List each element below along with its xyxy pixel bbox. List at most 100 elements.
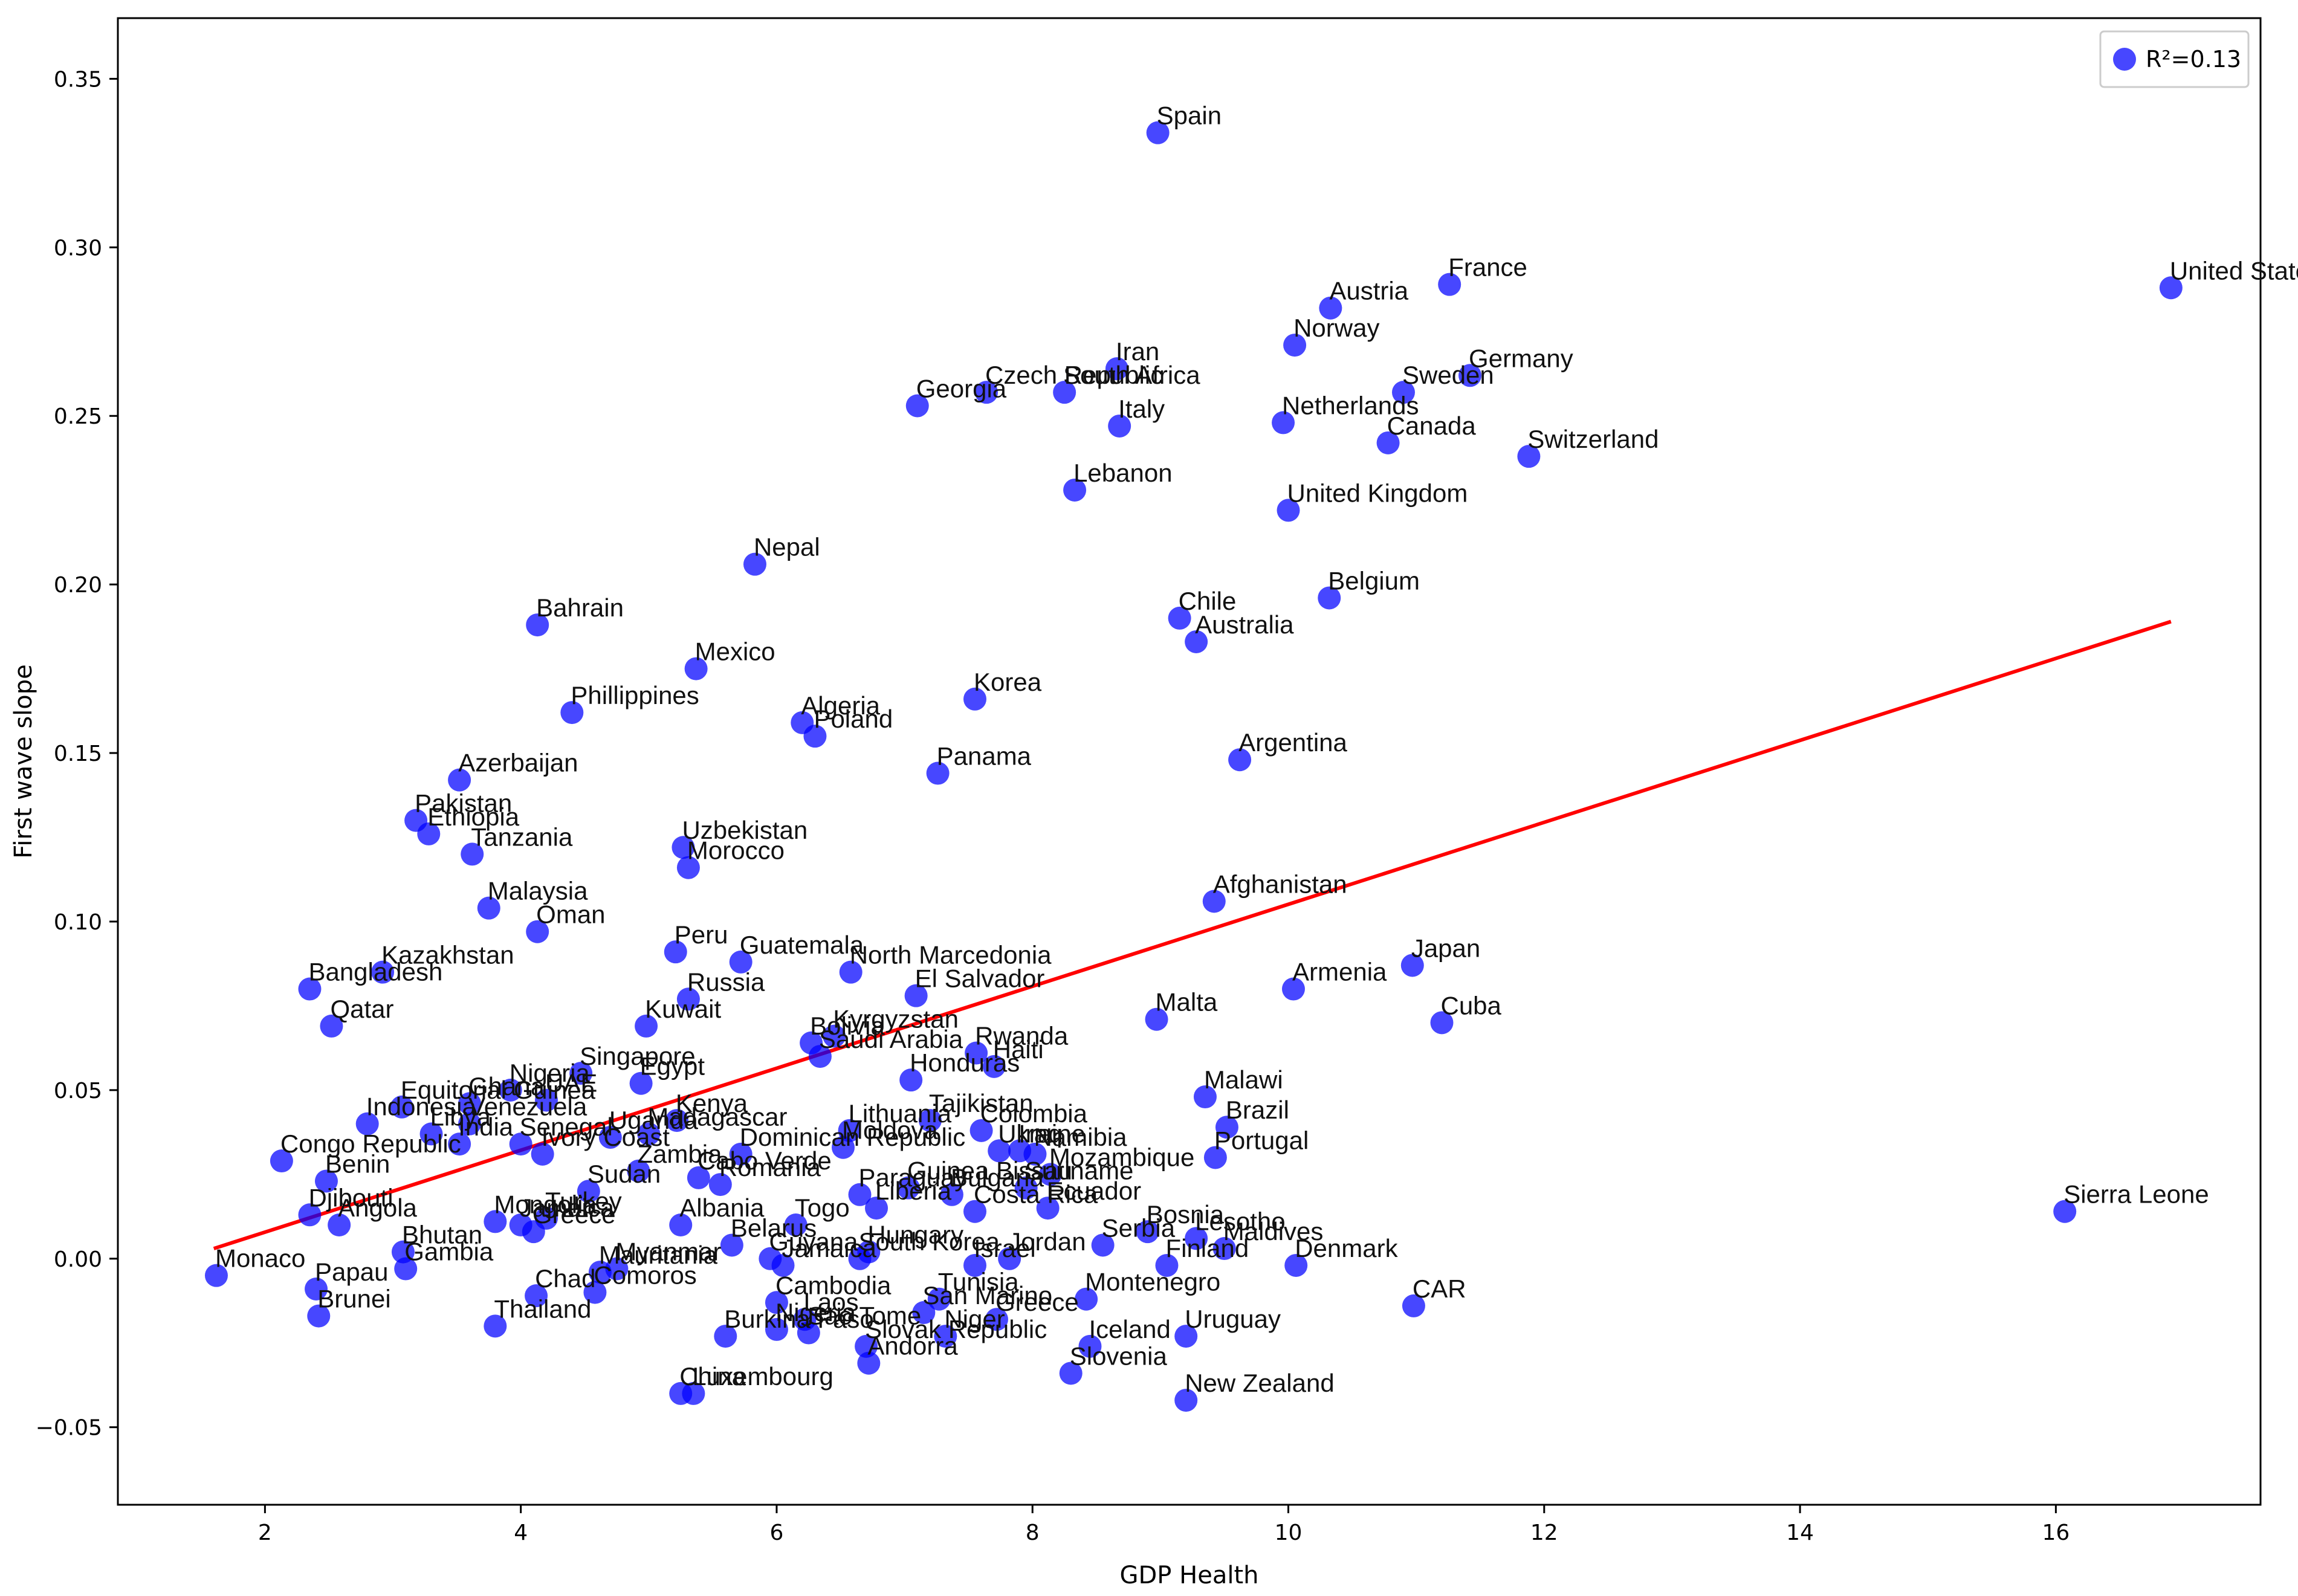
point-label: Czech Republic xyxy=(985,361,1163,389)
point-label: Jamaica xyxy=(520,1194,615,1222)
point-label: Sao Tome xyxy=(808,1302,921,1330)
x-axis-label: GDP Health xyxy=(1120,1562,1259,1589)
point-label: Bosnia xyxy=(1147,1200,1225,1229)
data-point xyxy=(2159,276,2183,300)
point-label: Nepal xyxy=(754,533,820,561)
data-point xyxy=(560,701,584,725)
data-point xyxy=(918,1109,942,1132)
point-labels-layer: Spain United States France Austria Norway Ger… xyxy=(215,102,2298,1397)
point-label: Togo xyxy=(795,1194,850,1222)
y-tick-label: 0.00 xyxy=(54,1247,102,1272)
data-point xyxy=(839,960,863,984)
data-point xyxy=(298,977,322,1001)
data-point xyxy=(391,1240,415,1264)
data-point xyxy=(569,1061,593,1085)
data-point xyxy=(605,1257,629,1281)
data-point xyxy=(808,1045,832,1068)
data-point xyxy=(832,1136,855,1159)
point-label: Finland xyxy=(1165,1234,1249,1262)
data-point xyxy=(1136,1220,1159,1244)
data-point xyxy=(784,1213,808,1237)
point-label: Congo Republic xyxy=(280,1129,461,1158)
point-label: Spain xyxy=(1157,102,1222,130)
data-point xyxy=(905,394,929,418)
data-point xyxy=(985,1308,1008,1331)
point-label: Norway xyxy=(1293,314,1379,342)
point-label: Monaco xyxy=(215,1244,305,1273)
data-point xyxy=(969,1119,993,1142)
data-point xyxy=(912,1301,936,1325)
point-label: Ivory Coast xyxy=(542,1123,670,1151)
point-label: Greece xyxy=(995,1288,1079,1316)
y-tick-label: 0.10 xyxy=(54,910,102,935)
point-label: Montenegro xyxy=(1085,1268,1220,1296)
point-label: Germany xyxy=(1469,344,1573,372)
point-label: Ukraine xyxy=(998,1119,1086,1148)
x-tick-label: 2 xyxy=(258,1520,272,1545)
data-point xyxy=(461,842,484,866)
point-label: Malta xyxy=(1156,988,1218,1016)
data-point xyxy=(1458,364,1482,387)
data-point xyxy=(1438,273,1461,296)
point-label: Djibouti xyxy=(308,1183,393,1212)
data-point xyxy=(1430,1011,1454,1035)
data-point xyxy=(988,1139,1011,1163)
point-label: Austria xyxy=(1329,277,1408,305)
point-label: CAR xyxy=(1413,1275,1466,1303)
data-point xyxy=(526,920,549,943)
point-label: Ghana xyxy=(468,1072,545,1100)
point-label: Netherlands xyxy=(1282,391,1419,419)
data-point xyxy=(1155,1253,1179,1277)
point-label: Israel xyxy=(974,1234,1036,1262)
point-label: Thailand xyxy=(494,1294,591,1323)
data-point xyxy=(448,1132,471,1156)
x-tick-label: 10 xyxy=(1275,1520,1303,1545)
data-point xyxy=(328,1213,351,1237)
data-point xyxy=(1053,381,1076,404)
data-point xyxy=(1168,606,1191,630)
data-point xyxy=(2053,1200,2077,1223)
point-label: Romania xyxy=(719,1153,821,1181)
point-label: Maldives xyxy=(1223,1217,1324,1245)
point-label: Dominican Republic xyxy=(740,1123,966,1151)
point-label: Canada xyxy=(1387,412,1477,440)
point-label: Uruguay xyxy=(1185,1305,1281,1333)
point-label: Afghanistan xyxy=(1213,870,1347,898)
point-label: Portugal xyxy=(1214,1126,1309,1154)
point-label: Laos xyxy=(804,1288,859,1316)
data-point xyxy=(499,1078,522,1102)
point-label: Kuwait xyxy=(645,995,721,1023)
data-point xyxy=(1400,954,1424,977)
data-point xyxy=(477,896,500,920)
point-label: Peru xyxy=(675,920,728,949)
y-tick-label: 0.30 xyxy=(54,236,102,260)
point-label: Morocco xyxy=(687,836,785,865)
data-point xyxy=(940,1183,963,1206)
data-point xyxy=(676,987,700,1011)
data-point xyxy=(598,1125,622,1149)
data-point xyxy=(1284,1253,1308,1277)
data-point xyxy=(1517,445,1541,468)
point-label: Brazil xyxy=(1226,1096,1289,1124)
data-point xyxy=(1376,431,1400,454)
y-axis-label: First wave slope xyxy=(10,664,37,859)
data-point xyxy=(865,1197,888,1220)
point-label: Burkina Faso xyxy=(724,1305,873,1333)
point-label: Lithuania xyxy=(849,1099,952,1128)
data-point xyxy=(1036,1197,1060,1220)
data-point xyxy=(797,1321,820,1345)
point-label: North Marcedonia xyxy=(850,941,1052,969)
point-label: Guinea Bissau xyxy=(907,1157,1072,1185)
data-point xyxy=(525,1284,548,1308)
point-label: Iraq xyxy=(1018,1119,1062,1148)
data-point xyxy=(522,1220,545,1244)
data-point xyxy=(1063,478,1087,502)
point-label: El Salvador xyxy=(915,964,1045,993)
point-label: Cambodia xyxy=(775,1271,892,1299)
x-tick-label: 8 xyxy=(1026,1520,1040,1545)
data-point xyxy=(714,1325,737,1348)
point-label: Comoros xyxy=(594,1261,696,1290)
point-label: Benin xyxy=(325,1149,390,1178)
data-point xyxy=(577,1180,600,1203)
